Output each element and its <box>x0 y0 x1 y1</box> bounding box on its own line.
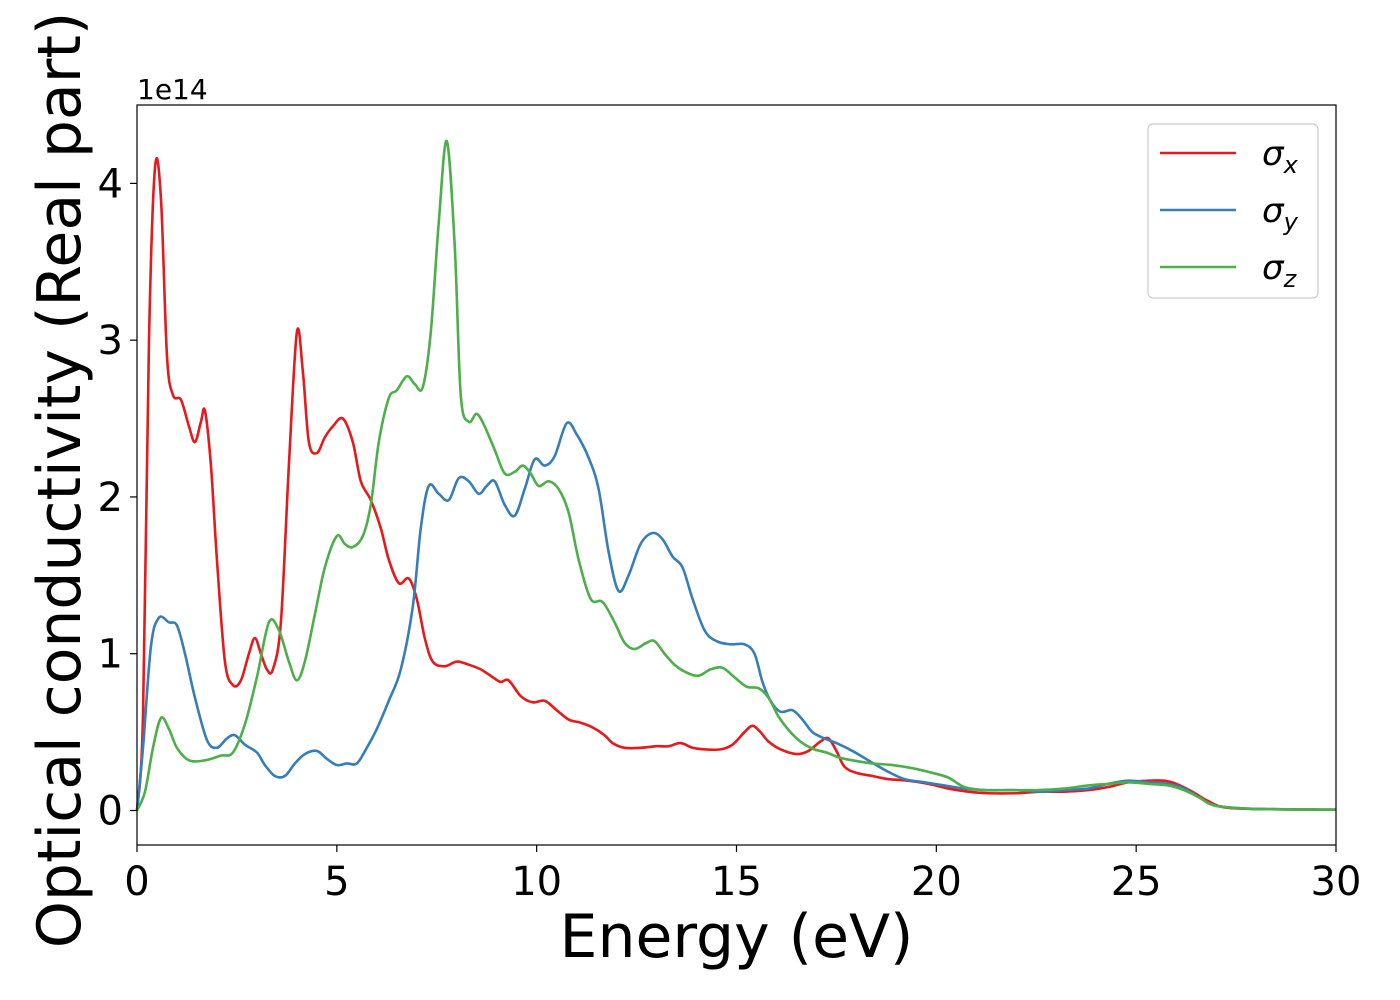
x-tick-label: 15 <box>711 859 762 905</box>
legend-label-y: σy <box>1262 191 1299 236</box>
x-tick-label: 20 <box>911 859 962 905</box>
series-layer <box>135 139 1337 812</box>
x-axis-title: Energy (eV) <box>560 902 914 972</box>
x-tick-label: 5 <box>324 859 349 905</box>
y-offset-label: 1e14 <box>137 73 208 106</box>
y-axis-ticks: 0 1 2 3 4 <box>98 161 137 835</box>
x-axis-ticks: 0 5 10 15 20 25 30 <box>124 845 1361 905</box>
y-axis-title: Optical conductivity (Real part) <box>25 12 95 949</box>
series-line-z <box>135 139 1337 812</box>
y-tick-label: 3 <box>98 318 123 364</box>
x-tick-label: 30 <box>1311 859 1362 905</box>
y-tick-label: 4 <box>98 161 123 207</box>
y-tick-label: 0 <box>98 789 123 835</box>
legend-label-z: σz <box>1262 248 1298 293</box>
legend-label-x: σx <box>1262 134 1299 179</box>
legend: σx σy σz <box>1147 123 1319 299</box>
x-tick-label: 10 <box>511 859 562 905</box>
y-tick-label: 2 <box>98 475 123 521</box>
x-tick-label: 25 <box>1111 859 1162 905</box>
y-tick-label: 1 <box>98 632 123 678</box>
x-tick-label: 0 <box>124 859 149 905</box>
series-line-y <box>135 421 1337 812</box>
